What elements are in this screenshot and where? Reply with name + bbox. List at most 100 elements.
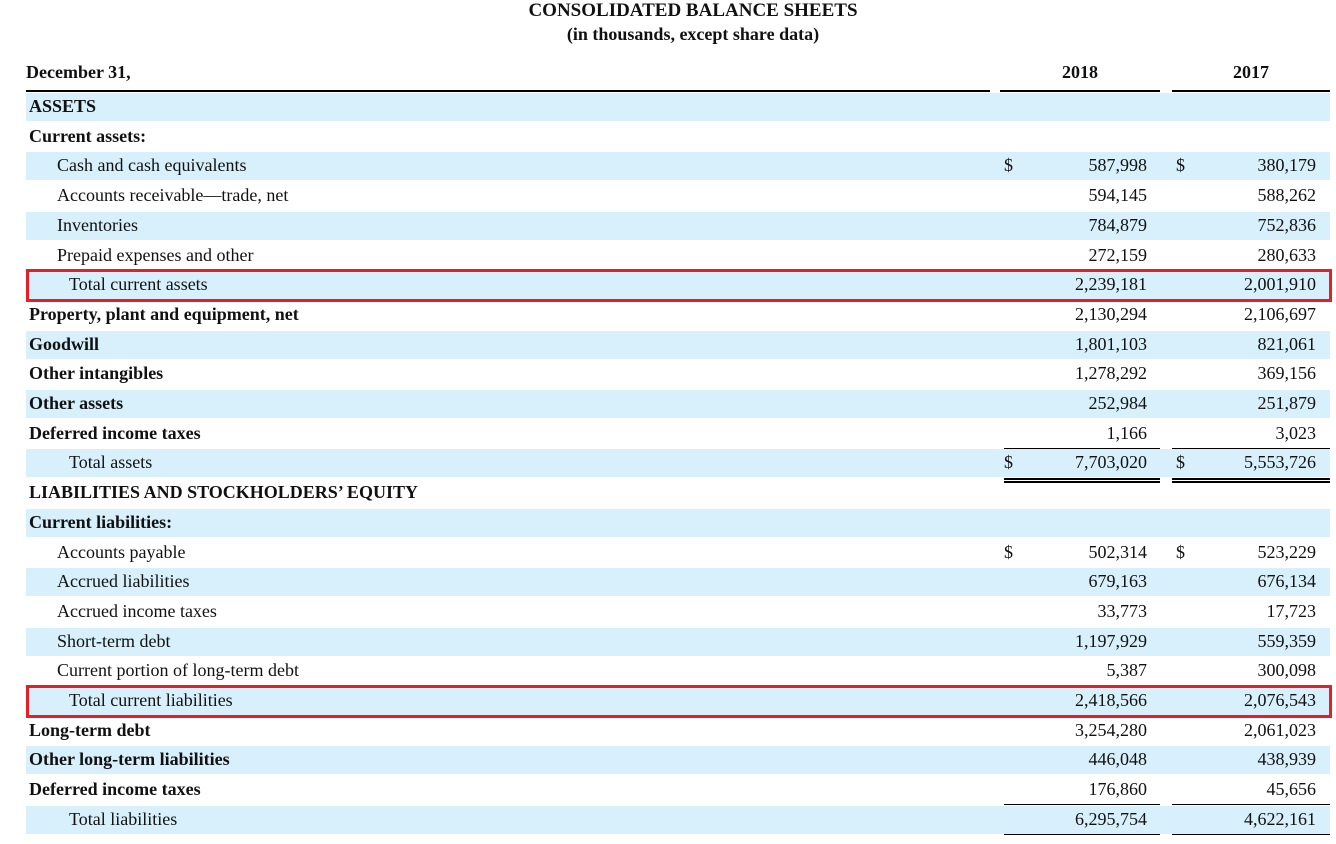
currency-symbol-2018: $ (1004, 542, 1013, 562)
row-label: Other intangibles (29, 363, 164, 383)
value-2017: 676,134 (1257, 571, 1317, 591)
value-2017: 2,106,697 (1244, 304, 1316, 324)
row-label: Inventories (57, 215, 138, 235)
value-2018: 784,879 (1088, 215, 1148, 235)
statement-title: CONSOLIDATED BALANCE SHEETS (528, 0, 858, 21)
subtotal-underline (1004, 804, 1160, 805)
row-label: Accounts payable (57, 542, 186, 562)
row-background (26, 509, 1330, 537)
value-2018: 5,387 (1106, 660, 1148, 680)
value-2017: 2,061,023 (1244, 720, 1316, 740)
highlight-box (26, 269, 1332, 302)
table-row: Current portion of long-term debt 5,387 30… (0, 656, 1336, 685)
value-2017: 2,076,543 (1244, 690, 1316, 710)
row-label: Long-term debt (29, 720, 151, 740)
row-label: Accounts receivable—trade, net (57, 185, 289, 205)
table-row: Accrued liabilities 679,163 676,134 (0, 567, 1336, 596)
column-header-2017: 2017 (1233, 62, 1269, 82)
value-2018: 7,703,020 (1075, 452, 1147, 472)
row-label: Prepaid expenses and other (57, 245, 254, 265)
highlight-box (26, 685, 1332, 718)
value-2018: 594,145 (1088, 185, 1148, 205)
value-2017: 5,553,726 (1244, 452, 1316, 472)
value-2017: 588,262 (1257, 185, 1317, 205)
row-label: Total assets (69, 452, 153, 472)
table-row: Total current liabilities 2,418,566 2,076,… (0, 686, 1336, 715)
subtotal-underline (1172, 804, 1330, 805)
table-row: Long-term debt 3,254,280 2,061,023 (0, 716, 1336, 745)
value-2018: 1,166 (1106, 423, 1148, 443)
table-row: Cash and cash equivalents $587,998 $380,17… (0, 151, 1336, 180)
table-row: Prepaid expenses and other 272,159 280,633 (0, 241, 1336, 270)
table-row: Accounts receivable—trade, net 594,145 588… (0, 181, 1336, 210)
table-row: Other assets 252,984 251,879 (0, 389, 1336, 418)
row-label: Deferred income taxes (29, 423, 201, 443)
value-2017: 300,098 (1257, 660, 1317, 680)
total-double-underline (1172, 478, 1330, 483)
subtotal-underline (1172, 834, 1330, 835)
value-2018: 176,860 (1088, 779, 1148, 799)
row-background (26, 568, 1330, 596)
row-label: Accrued income taxes (57, 601, 217, 621)
row-background (26, 152, 1330, 180)
header-rule-2018 (1000, 90, 1160, 92)
row-background (26, 93, 1330, 121)
header-rule-label (26, 90, 990, 92)
row-label: Current portion of long-term debt (57, 660, 299, 680)
row-label: Goodwill (29, 334, 100, 354)
value-2017: 559,359 (1257, 631, 1317, 651)
row-label: Deferred income taxes (29, 779, 201, 799)
table-row: Short-term debt 1,197,929 559,359 (0, 627, 1336, 656)
value-2018: 33,773 (1097, 601, 1148, 621)
value-2017: 4,622,161 (1244, 809, 1316, 829)
row-background (26, 123, 1330, 151)
table-row: Other intangibles 1,278,292 369,156 (0, 359, 1336, 388)
row-background (26, 212, 1330, 240)
row-label: Short-term debt (57, 631, 171, 651)
table-row: Current assets: (0, 122, 1336, 151)
value-2018: 446,048 (1088, 749, 1148, 769)
value-2018: 2,130,294 (1075, 304, 1147, 324)
table-row: ASSETS (0, 92, 1336, 121)
table-row: Accrued income taxes 33,773 17,723 (0, 597, 1336, 626)
currency-symbol-2017: $ (1176, 452, 1185, 472)
table-row: LIABILITIES AND STOCKHOLDERS’ EQUITY (0, 478, 1336, 507)
row-label: Total current assets (69, 274, 208, 294)
table-row: Property, plant and equipment, net 2,130,… (0, 300, 1336, 329)
row-label: Cash and cash equivalents (57, 155, 247, 175)
row-label: Accrued liabilities (57, 571, 190, 591)
table-row: Total liabilities 6,295,754 4,622,161 (0, 805, 1336, 834)
row-label: ASSETS (29, 96, 97, 116)
value-2017: 2,001,910 (1244, 274, 1316, 294)
value-2017: 3,023 (1275, 423, 1317, 443)
row-background (26, 746, 1330, 774)
value-2018: 2,239,181 (1075, 274, 1147, 294)
table-row: Accounts payable $502,314 $523,229 (0, 538, 1336, 567)
table-row: Other long-term liabilities 446,048 438,93… (0, 745, 1336, 774)
value-2018: 1,197,929 (1075, 631, 1147, 651)
row-label: Current assets: (29, 126, 147, 146)
table-row: Total assets $7,703,020 $5,553,726 (0, 448, 1336, 477)
table-row: Inventories 784,879 752,836 (0, 211, 1336, 240)
statement-subtitle: (in thousands, except share data) (566, 24, 820, 44)
subtotal-underline (1172, 448, 1330, 449)
row-label: Current liabilities: (29, 512, 173, 532)
value-2018: 3,254,280 (1075, 720, 1147, 740)
row-label: Other long-term liabilities (29, 749, 230, 769)
row-background (26, 628, 1330, 656)
value-2018: 1,801,103 (1075, 334, 1147, 354)
value-2017: 45,656 (1266, 779, 1317, 799)
row-background (26, 271, 1330, 299)
subtotal-underline (1004, 448, 1160, 449)
value-2018: 587,998 (1088, 155, 1148, 175)
currency-symbol-2018: $ (1004, 155, 1013, 175)
row-background (26, 806, 1330, 834)
value-2017: 752,836 (1257, 215, 1317, 235)
value-2018: 502,314 (1088, 542, 1148, 562)
row-background (26, 449, 1330, 477)
value-2017: 380,179 (1257, 155, 1317, 175)
column-header-2018: 2018 (1062, 62, 1098, 82)
value-2017: 821,061 (1257, 334, 1317, 354)
row-label: Total liabilities (69, 809, 178, 829)
currency-symbol-2018: $ (1004, 452, 1013, 472)
